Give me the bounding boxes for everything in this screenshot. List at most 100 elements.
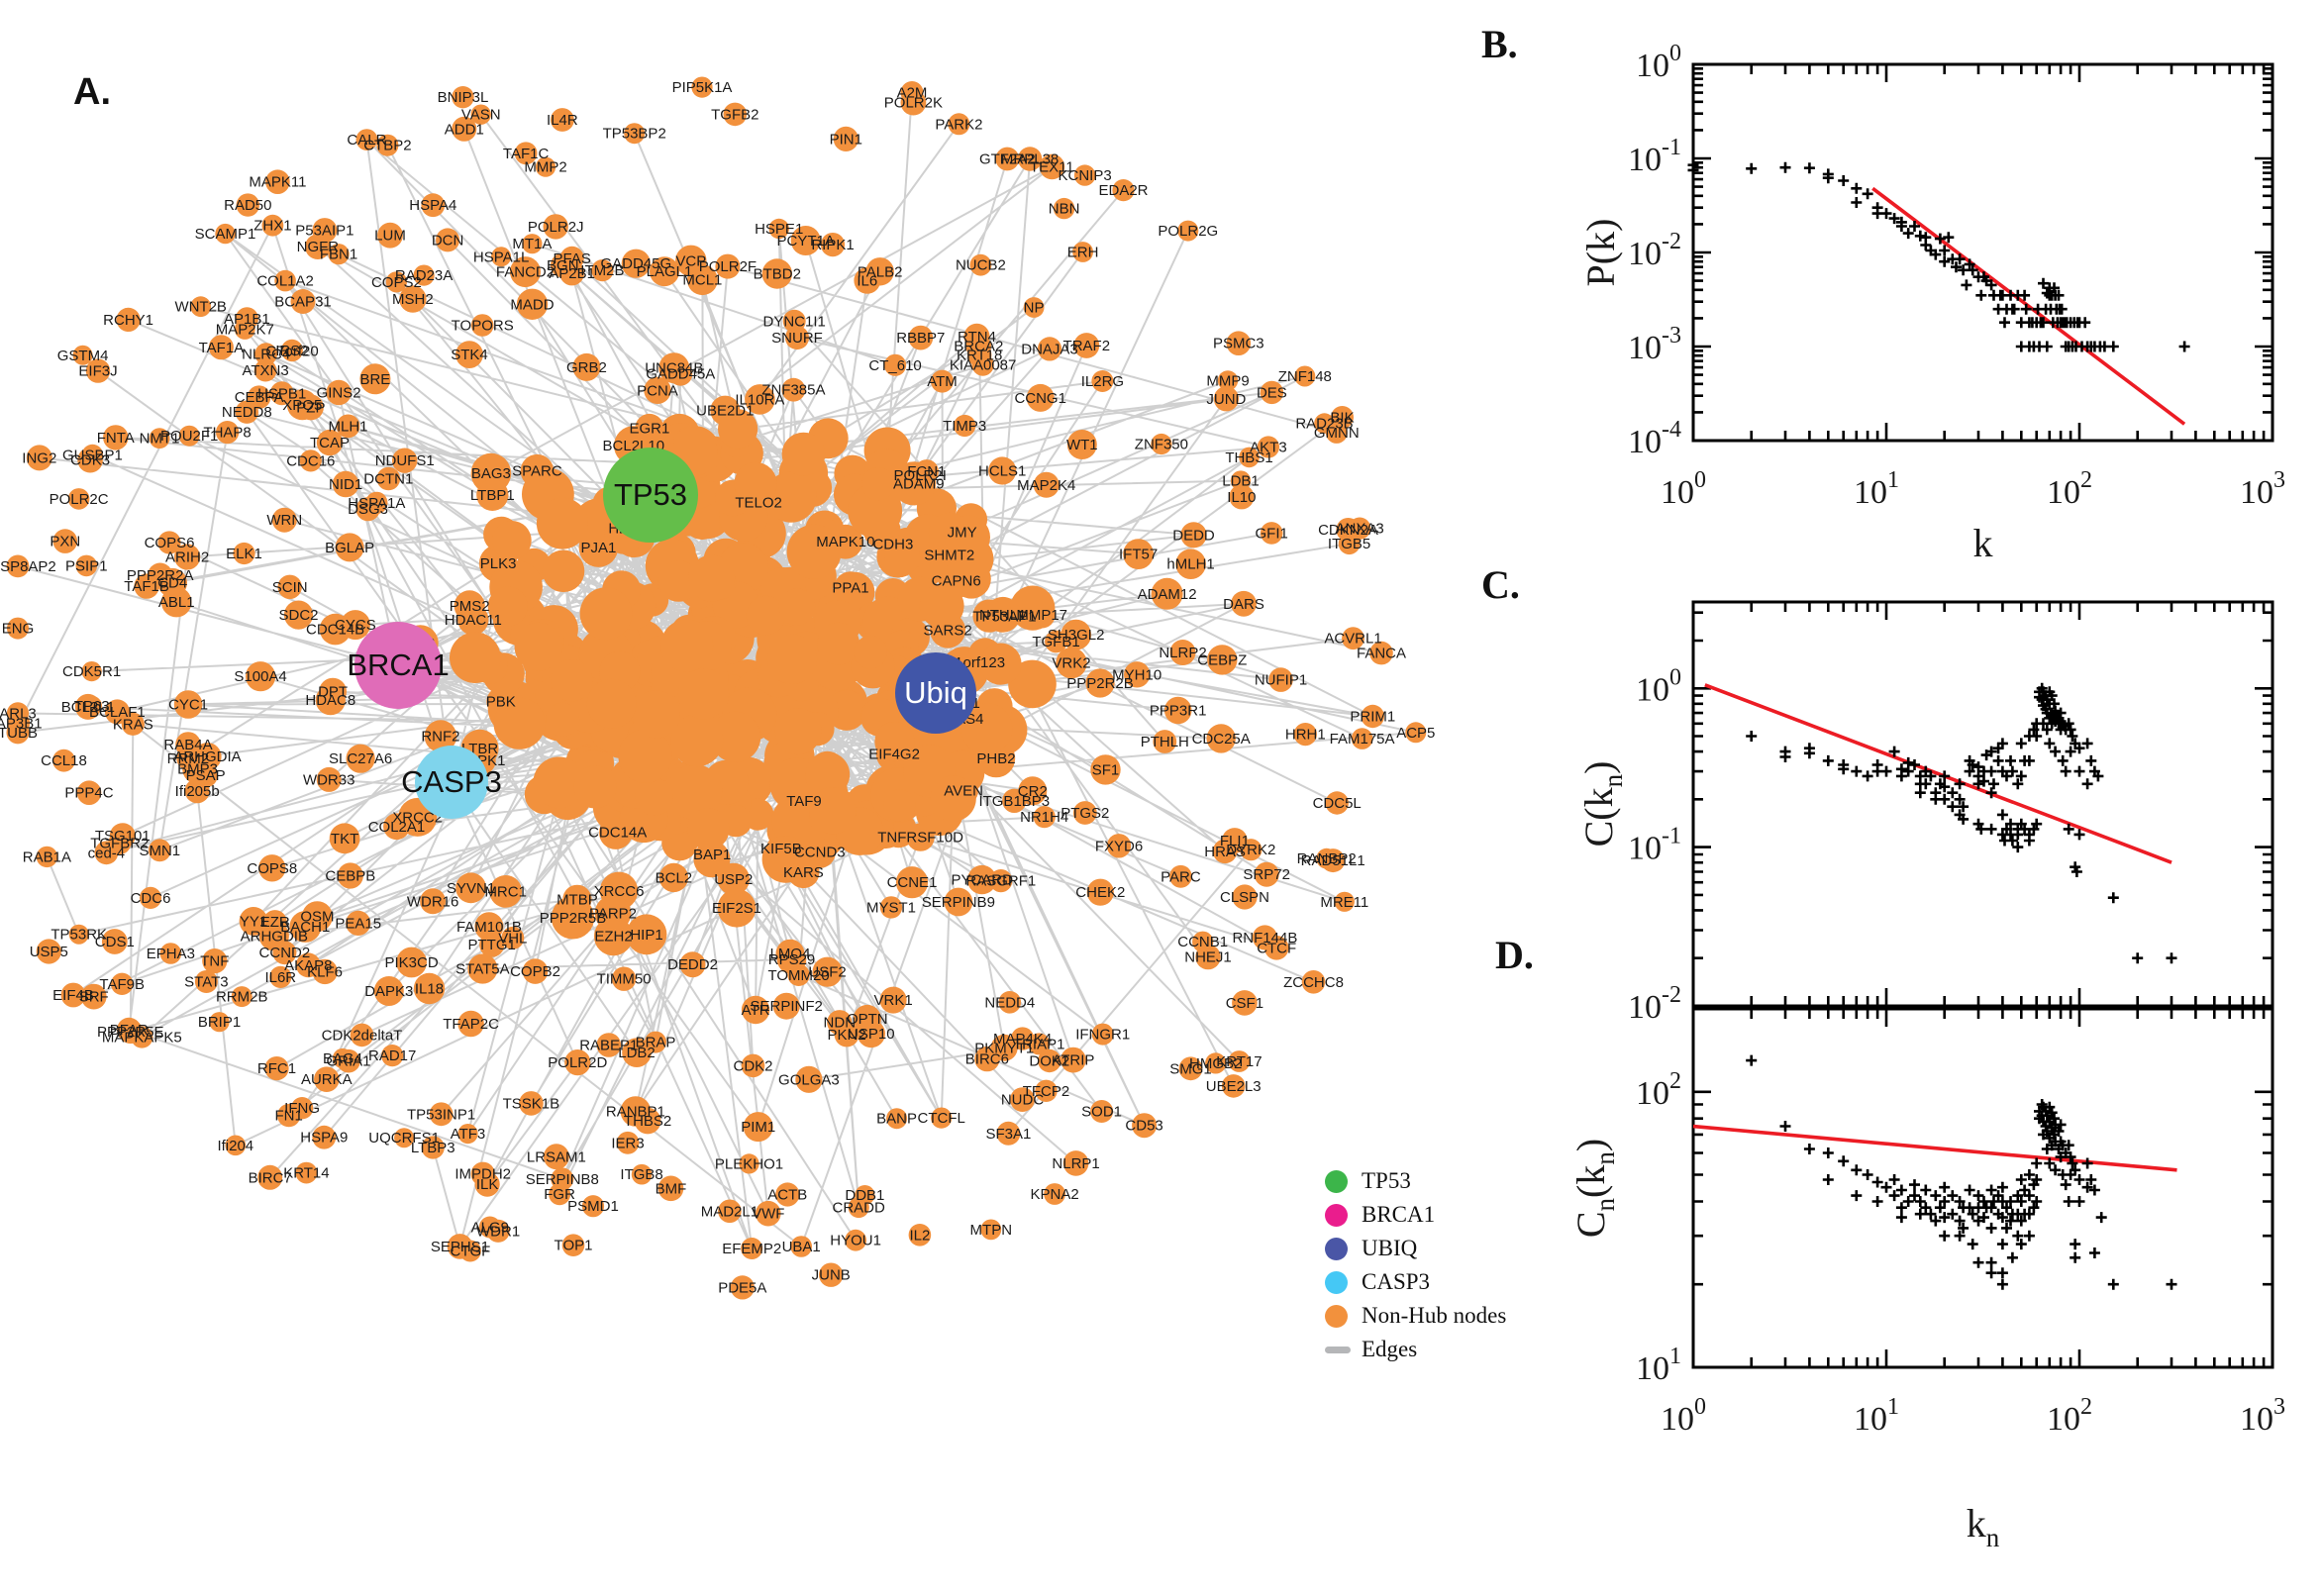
network-node: [1351, 728, 1373, 749]
network-node: [1056, 647, 1087, 679]
network-node: [373, 976, 404, 1006]
hub-label-casp3: CASP3: [401, 764, 502, 799]
network-node: [1321, 848, 1346, 873]
gene-label: PPP2R5B: [540, 910, 607, 927]
network-node: [551, 108, 574, 132]
gene-label: P53AIP1: [295, 223, 354, 240]
tick-label: 10-4: [1628, 417, 1681, 460]
gene-label: RNF144B: [1232, 930, 1297, 947]
gene-label: NDN: [824, 1015, 857, 1032]
network-node: [1008, 659, 1057, 709]
gene-label: CTCFL: [918, 1110, 965, 1127]
gene-label: SCAMP1: [195, 226, 256, 243]
gene-label: RAD23A: [395, 267, 453, 284]
network-node: [396, 947, 427, 978]
gene-label: ACP5: [1396, 725, 1435, 742]
network-node: [1169, 864, 1192, 888]
network-node: [947, 535, 994, 583]
gene-label: FAM101B: [456, 919, 522, 936]
gene-label: PPA1: [832, 580, 868, 597]
gene-label: TELO2: [735, 494, 782, 511]
gene-label: CD53: [1125, 1118, 1162, 1135]
gene-label: ZHX1: [253, 218, 291, 235]
network-node: [447, 1234, 473, 1259]
axis-ticks: [1691, 62, 2274, 443]
gene-label: SF3A1: [985, 1126, 1031, 1143]
gene-label: TNF: [200, 953, 229, 970]
gene-label: PIK3CD: [385, 954, 439, 971]
gene-label: HSPA9: [300, 1130, 348, 1147]
gene-label: WRN: [266, 512, 302, 529]
gene-label: CDH3: [872, 536, 913, 552]
gene-label: SERPINF2: [751, 998, 823, 1015]
network-node: [931, 1107, 953, 1129]
network-node: [766, 634, 818, 685]
gene-label: TGFB1: [1032, 634, 1079, 650]
gene-label: MRC1: [484, 883, 527, 900]
network-node: [1023, 297, 1045, 318]
gene-label: ENG: [2, 621, 35, 638]
power-law-fit-line: [1692, 1124, 2177, 1172]
network-node: [1331, 406, 1354, 429]
gene-label: DEDD: [1172, 527, 1215, 544]
network-node: [809, 787, 857, 835]
network-node: [1086, 878, 1114, 906]
tick-label: 100: [1636, 41, 1681, 84]
legend-item-brca1: BRCA1: [1325, 1198, 1506, 1232]
network-node: [319, 613, 352, 646]
network-node: [85, 358, 111, 383]
network-node: [895, 866, 929, 899]
gene-label: HCLS1: [978, 463, 1026, 480]
network-node: [1361, 704, 1385, 729]
network-node: [967, 343, 992, 367]
network-node: [833, 126, 858, 151]
gene-label: TUBB: [0, 725, 38, 742]
gene-label: PDE5A: [718, 1279, 766, 1296]
gene-label: EZR: [260, 914, 290, 931]
gene-label: JUNB: [812, 1267, 851, 1284]
gene-label: DNAJA3: [1021, 341, 1078, 357]
network-node: [160, 586, 192, 618]
gene-label: MYST1: [866, 899, 916, 916]
hub-node-casp3: [415, 746, 488, 819]
gene-label: ITM2B: [580, 262, 624, 279]
gene-label: TOP1: [555, 1238, 593, 1254]
network-node: [493, 697, 546, 749]
network-node: [657, 1175, 684, 1202]
gene-label: WDR16: [407, 893, 459, 910]
network-node: [1260, 522, 1283, 545]
gene-label: NLRP1: [1052, 1155, 1099, 1172]
tick-label: 10-1: [1628, 135, 1681, 178]
network-node: [262, 910, 287, 935]
network-node: [376, 134, 399, 156]
network-node: [383, 813, 410, 841]
gene-label: RASGRF1: [965, 873, 1036, 890]
network-node: [67, 488, 90, 510]
network-node: [522, 234, 543, 254]
hub-node-brca1: [354, 622, 442, 709]
network-node: [586, 678, 637, 729]
network-node: [886, 1108, 908, 1130]
gene-label: UNC84B: [645, 360, 703, 377]
gene-label: SRP72: [1243, 866, 1290, 883]
network-node: [470, 104, 491, 125]
network-node: [879, 896, 903, 919]
network-node: [775, 1182, 800, 1207]
gene-label: HSPA4: [409, 197, 456, 214]
network-node: [1010, 1027, 1035, 1050]
gene-label: CDC5L: [1313, 795, 1362, 812]
gene-label: HSPA1A: [348, 495, 405, 512]
network-node: [591, 259, 614, 282]
gene-label: IL6: [857, 272, 877, 289]
network-node: [1124, 661, 1151, 688]
node-labels: USF2 CDC6 COPS6 COPS2 CCND2 CDK3 CCNB1 WDR33 GAD…: [0, 79, 1435, 1296]
network-node: [7, 617, 29, 640]
network-node: [139, 886, 162, 910]
network-node: [424, 720, 457, 752]
network-node: [960, 703, 1013, 754]
network-node: [314, 1066, 340, 1092]
network-node: [6, 554, 30, 578]
gene-label: IL2: [909, 1227, 930, 1244]
gene-label: ATM: [927, 373, 958, 390]
network-node: [1026, 383, 1055, 412]
